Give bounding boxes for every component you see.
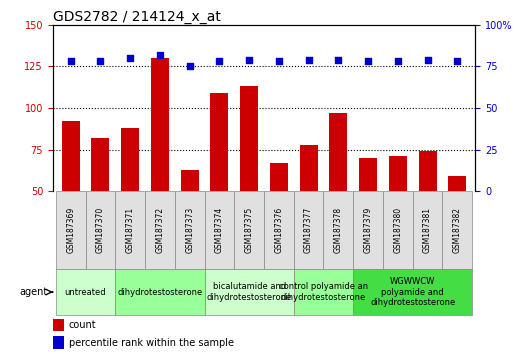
Text: GSM187372: GSM187372: [155, 207, 164, 253]
Bar: [240, 86, 258, 274]
Text: dihydrotestosterone: dihydrotestosterone: [117, 287, 203, 297]
Bar: [324, 191, 353, 269]
Point: [334, 57, 343, 63]
Bar: [145, 191, 175, 269]
Bar: [329, 113, 347, 274]
Bar: [204, 191, 234, 269]
Bar: [353, 191, 383, 269]
Bar: [56, 191, 86, 269]
Point: [126, 55, 134, 61]
Bar: [419, 151, 437, 274]
Bar: [359, 158, 377, 274]
Text: GSM187374: GSM187374: [215, 207, 224, 253]
Text: percentile rank within the sample: percentile rank within the sample: [69, 338, 233, 348]
Bar: [115, 269, 204, 315]
Point: [156, 52, 164, 58]
Bar: [353, 269, 472, 315]
Text: GSM187378: GSM187378: [334, 207, 343, 253]
Text: GSM187373: GSM187373: [185, 207, 194, 253]
Text: GSM187371: GSM187371: [126, 207, 135, 253]
Text: control polyamide an
dihydrotestosterone: control polyamide an dihydrotestosterone: [279, 282, 368, 302]
Text: GSM187382: GSM187382: [453, 207, 462, 253]
Point: [394, 58, 402, 64]
Point: [423, 57, 432, 63]
Point: [245, 57, 253, 63]
Text: GSM187380: GSM187380: [393, 207, 402, 253]
Point: [215, 58, 223, 64]
Point: [275, 58, 283, 64]
Bar: [121, 128, 139, 274]
Text: count: count: [69, 320, 96, 330]
Bar: [181, 170, 199, 274]
Bar: [300, 144, 317, 274]
Text: WGWWCW
polyamide and
dihydrotestosterone: WGWWCW polyamide and dihydrotestosterone: [370, 277, 455, 307]
Bar: [62, 121, 80, 274]
Text: GDS2782 / 214124_x_at: GDS2782 / 214124_x_at: [53, 10, 221, 24]
Bar: [294, 191, 324, 269]
Text: agent: agent: [19, 287, 48, 297]
Bar: [211, 93, 228, 274]
Text: bicalutamide and
dihydrotestosterone: bicalutamide and dihydrotestosterone: [206, 282, 292, 302]
Bar: [389, 156, 407, 274]
Point: [305, 57, 313, 63]
Point: [453, 58, 461, 64]
Point: [364, 58, 372, 64]
Text: GSM187379: GSM187379: [364, 207, 373, 253]
Bar: [383, 191, 413, 269]
Bar: [204, 269, 294, 315]
Bar: [53, 336, 64, 349]
Bar: [91, 138, 109, 274]
Bar: [264, 191, 294, 269]
Bar: [56, 269, 115, 315]
Point: [185, 64, 194, 69]
Text: GSM187381: GSM187381: [423, 207, 432, 253]
Text: GSM187375: GSM187375: [244, 207, 253, 253]
Bar: [234, 191, 264, 269]
Bar: [151, 58, 169, 274]
Bar: [53, 319, 64, 331]
Bar: [115, 191, 145, 269]
Bar: [86, 191, 115, 269]
Text: GSM187377: GSM187377: [304, 207, 313, 253]
Text: untreated: untreated: [65, 287, 106, 297]
Bar: [294, 269, 353, 315]
Text: GSM187369: GSM187369: [66, 207, 75, 253]
Bar: [442, 191, 472, 269]
Bar: [175, 191, 204, 269]
Point: [67, 58, 75, 64]
Text: GSM187376: GSM187376: [275, 207, 284, 253]
Point: [96, 58, 105, 64]
Bar: [448, 176, 466, 274]
Bar: [413, 191, 442, 269]
Text: GSM187370: GSM187370: [96, 207, 105, 253]
Bar: [270, 163, 288, 274]
